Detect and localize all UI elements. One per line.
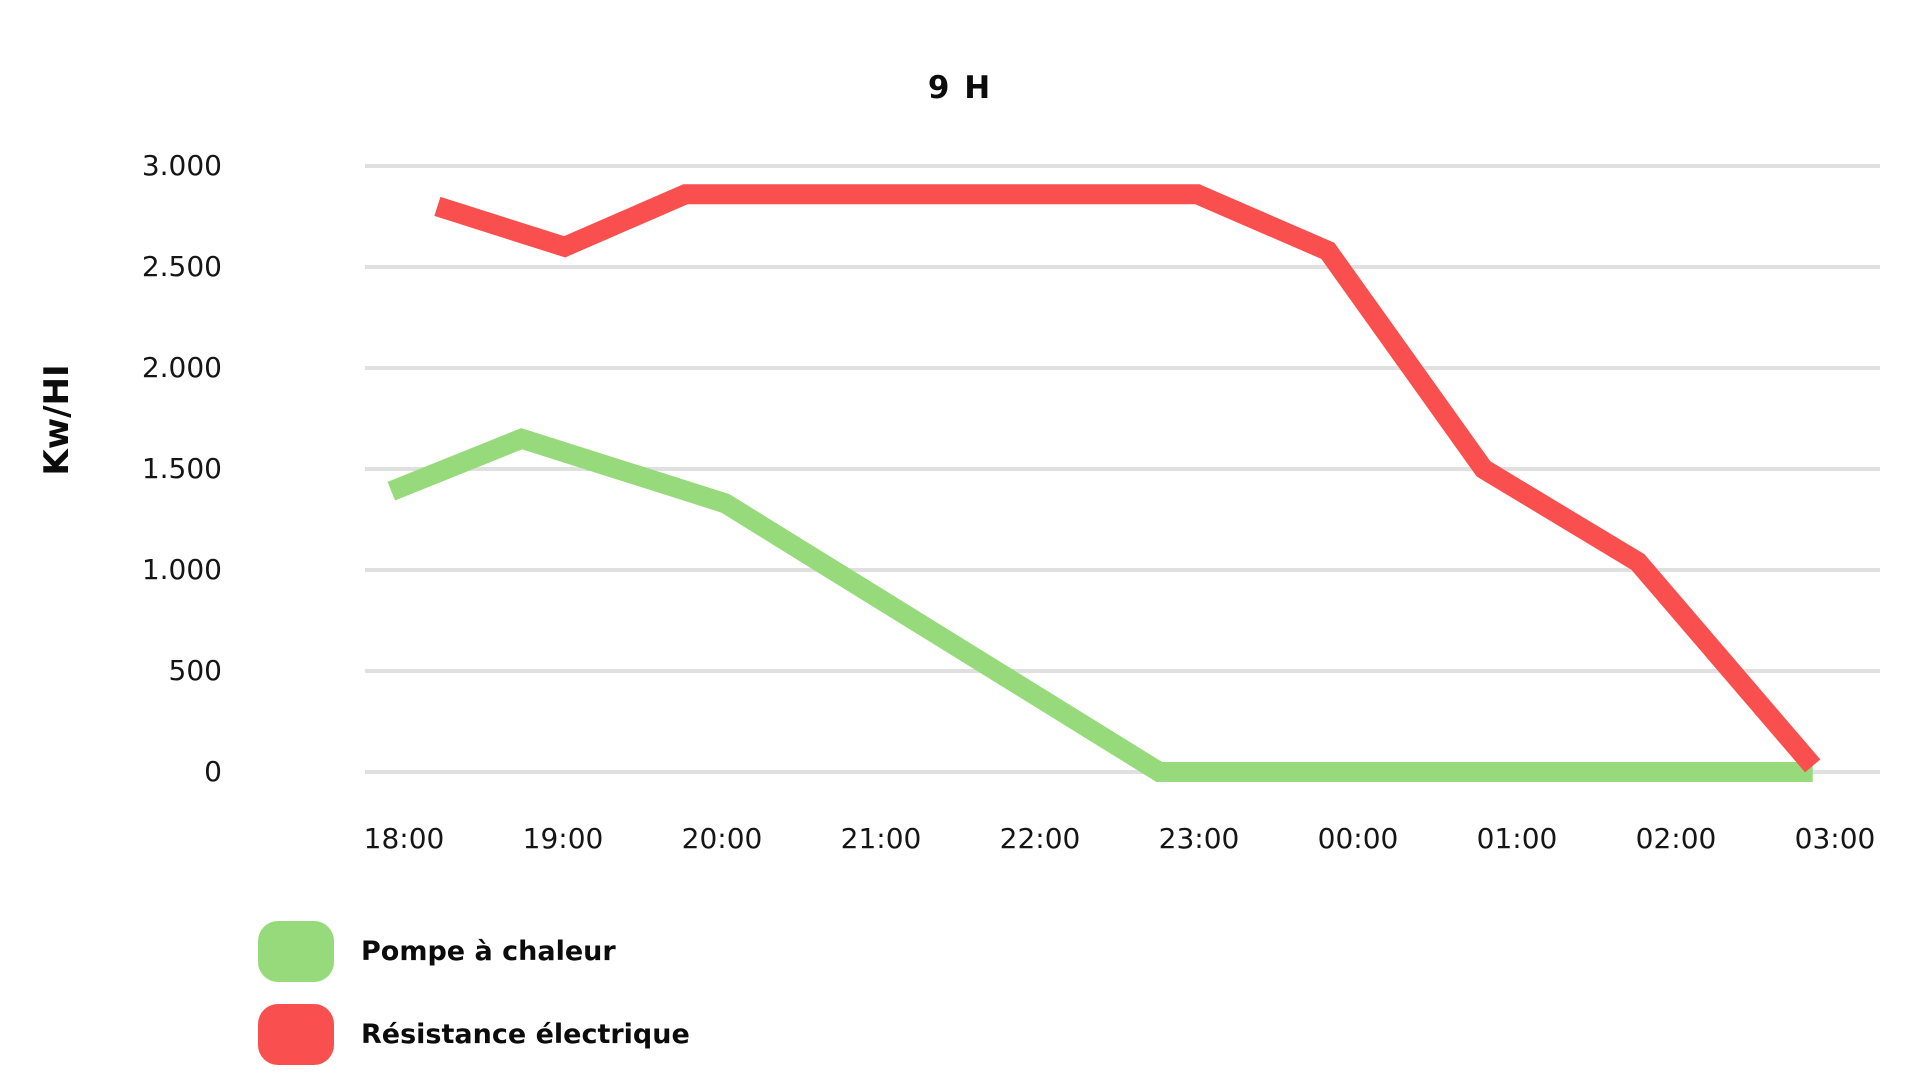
legend-label: Pompe à chaleur <box>361 936 616 967</box>
x-tick-label: 02:00 <box>1635 822 1717 855</box>
chart-title: 9 H <box>927 70 993 106</box>
x-tick-label: 23:00 <box>1158 822 1240 855</box>
legend-swatch-icon <box>258 921 334 982</box>
y-tick-label: 1.500 <box>141 452 222 485</box>
x-tick-label: 20:00 <box>681 822 763 855</box>
y-tick-label: 3.000 <box>141 149 222 182</box>
legend: Pompe à chaleur Résistance électrique <box>258 921 690 1065</box>
x-tick-label: 21:00 <box>840 822 922 855</box>
x-tick-label: 19:00 <box>522 822 604 855</box>
y-tick-label: 1.000 <box>141 553 222 586</box>
x-tick-label: 22:00 <box>999 822 1081 855</box>
legend-swatch-icon <box>258 1004 334 1065</box>
x-tick-label: 18:00 <box>363 822 445 855</box>
legend-item: Résistance électrique <box>258 1004 690 1065</box>
y-tick-label: 2.500 <box>141 250 222 283</box>
y-tick-label: 0 <box>204 755 222 788</box>
series-line-1 <box>434 184 1821 773</box>
y-tick-label: 500 <box>168 654 222 687</box>
legend-label: Résistance électrique <box>361 1019 690 1050</box>
x-tick-label: 01:00 <box>1476 822 1558 855</box>
y-tick-label: 2.000 <box>141 351 222 384</box>
x-tick-label: 03:00 <box>1794 822 1876 855</box>
legend-item: Pompe à chaleur <box>258 921 690 982</box>
series-line-0 <box>387 428 1813 782</box>
x-tick-label: 00:00 <box>1317 822 1399 855</box>
